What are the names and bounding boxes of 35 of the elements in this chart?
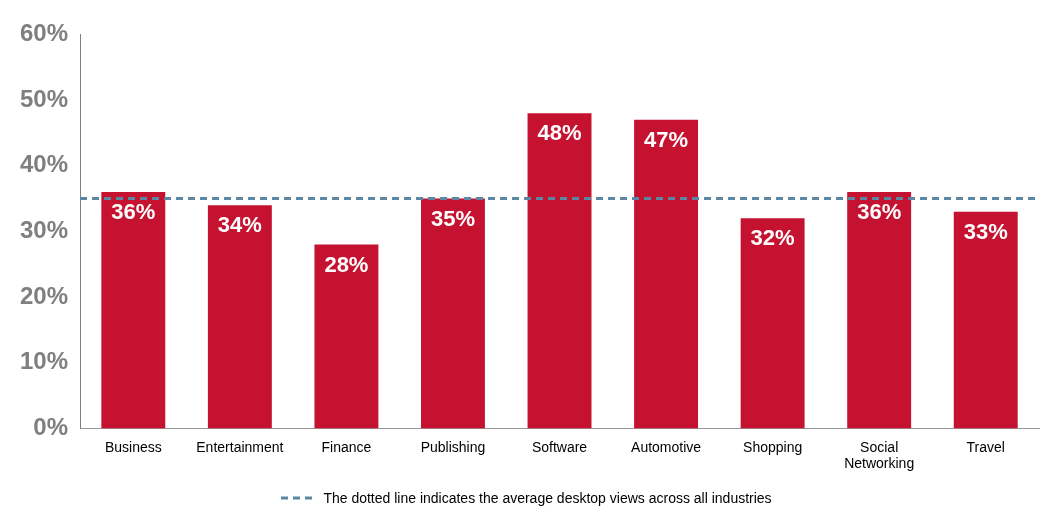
x-tick-label: Travel (966, 438, 1005, 455)
x-tick-label: Publishing (420, 438, 486, 455)
x-tick-label: Finance (321, 438, 372, 455)
bar (314, 244, 379, 429)
data-label: 33% (963, 218, 1008, 244)
bar (634, 119, 699, 429)
bar (207, 205, 272, 429)
bar (421, 198, 485, 429)
x-tick-label: Shopping (743, 438, 803, 455)
data-label: 32% (750, 225, 795, 251)
y-tick-label: 10% (19, 347, 69, 375)
data-label: 48% (537, 120, 582, 146)
data-label: 28% (324, 251, 369, 277)
y-tick-label: 30% (19, 216, 69, 244)
bar (847, 192, 912, 429)
data-label: 34% (217, 212, 262, 238)
y-tick-label: 60% (19, 19, 69, 47)
y-tick-label: 0% (33, 413, 69, 441)
data-label: 36% (857, 199, 902, 225)
data-label: 36% (111, 199, 156, 225)
data-label: 35% (430, 205, 475, 231)
bar (527, 113, 592, 429)
bar (740, 218, 805, 429)
x-tick-label: Software (531, 438, 588, 455)
bar (953, 211, 1018, 429)
x-tick-label: Social Networking (844, 438, 915, 472)
x-tick-label: Automotive (631, 438, 702, 455)
data-label: 47% (644, 126, 689, 152)
legend-label: The dotted line indicates the average desktop views across all industries (323, 490, 772, 506)
y-tick-label: 40% (19, 150, 69, 178)
bar (101, 192, 166, 429)
y-tick-label: 20% (19, 281, 69, 309)
x-tick-label: Entertainment (196, 438, 284, 455)
x-tick-label: Business (104, 438, 162, 455)
y-tick-label: 50% (19, 84, 69, 112)
